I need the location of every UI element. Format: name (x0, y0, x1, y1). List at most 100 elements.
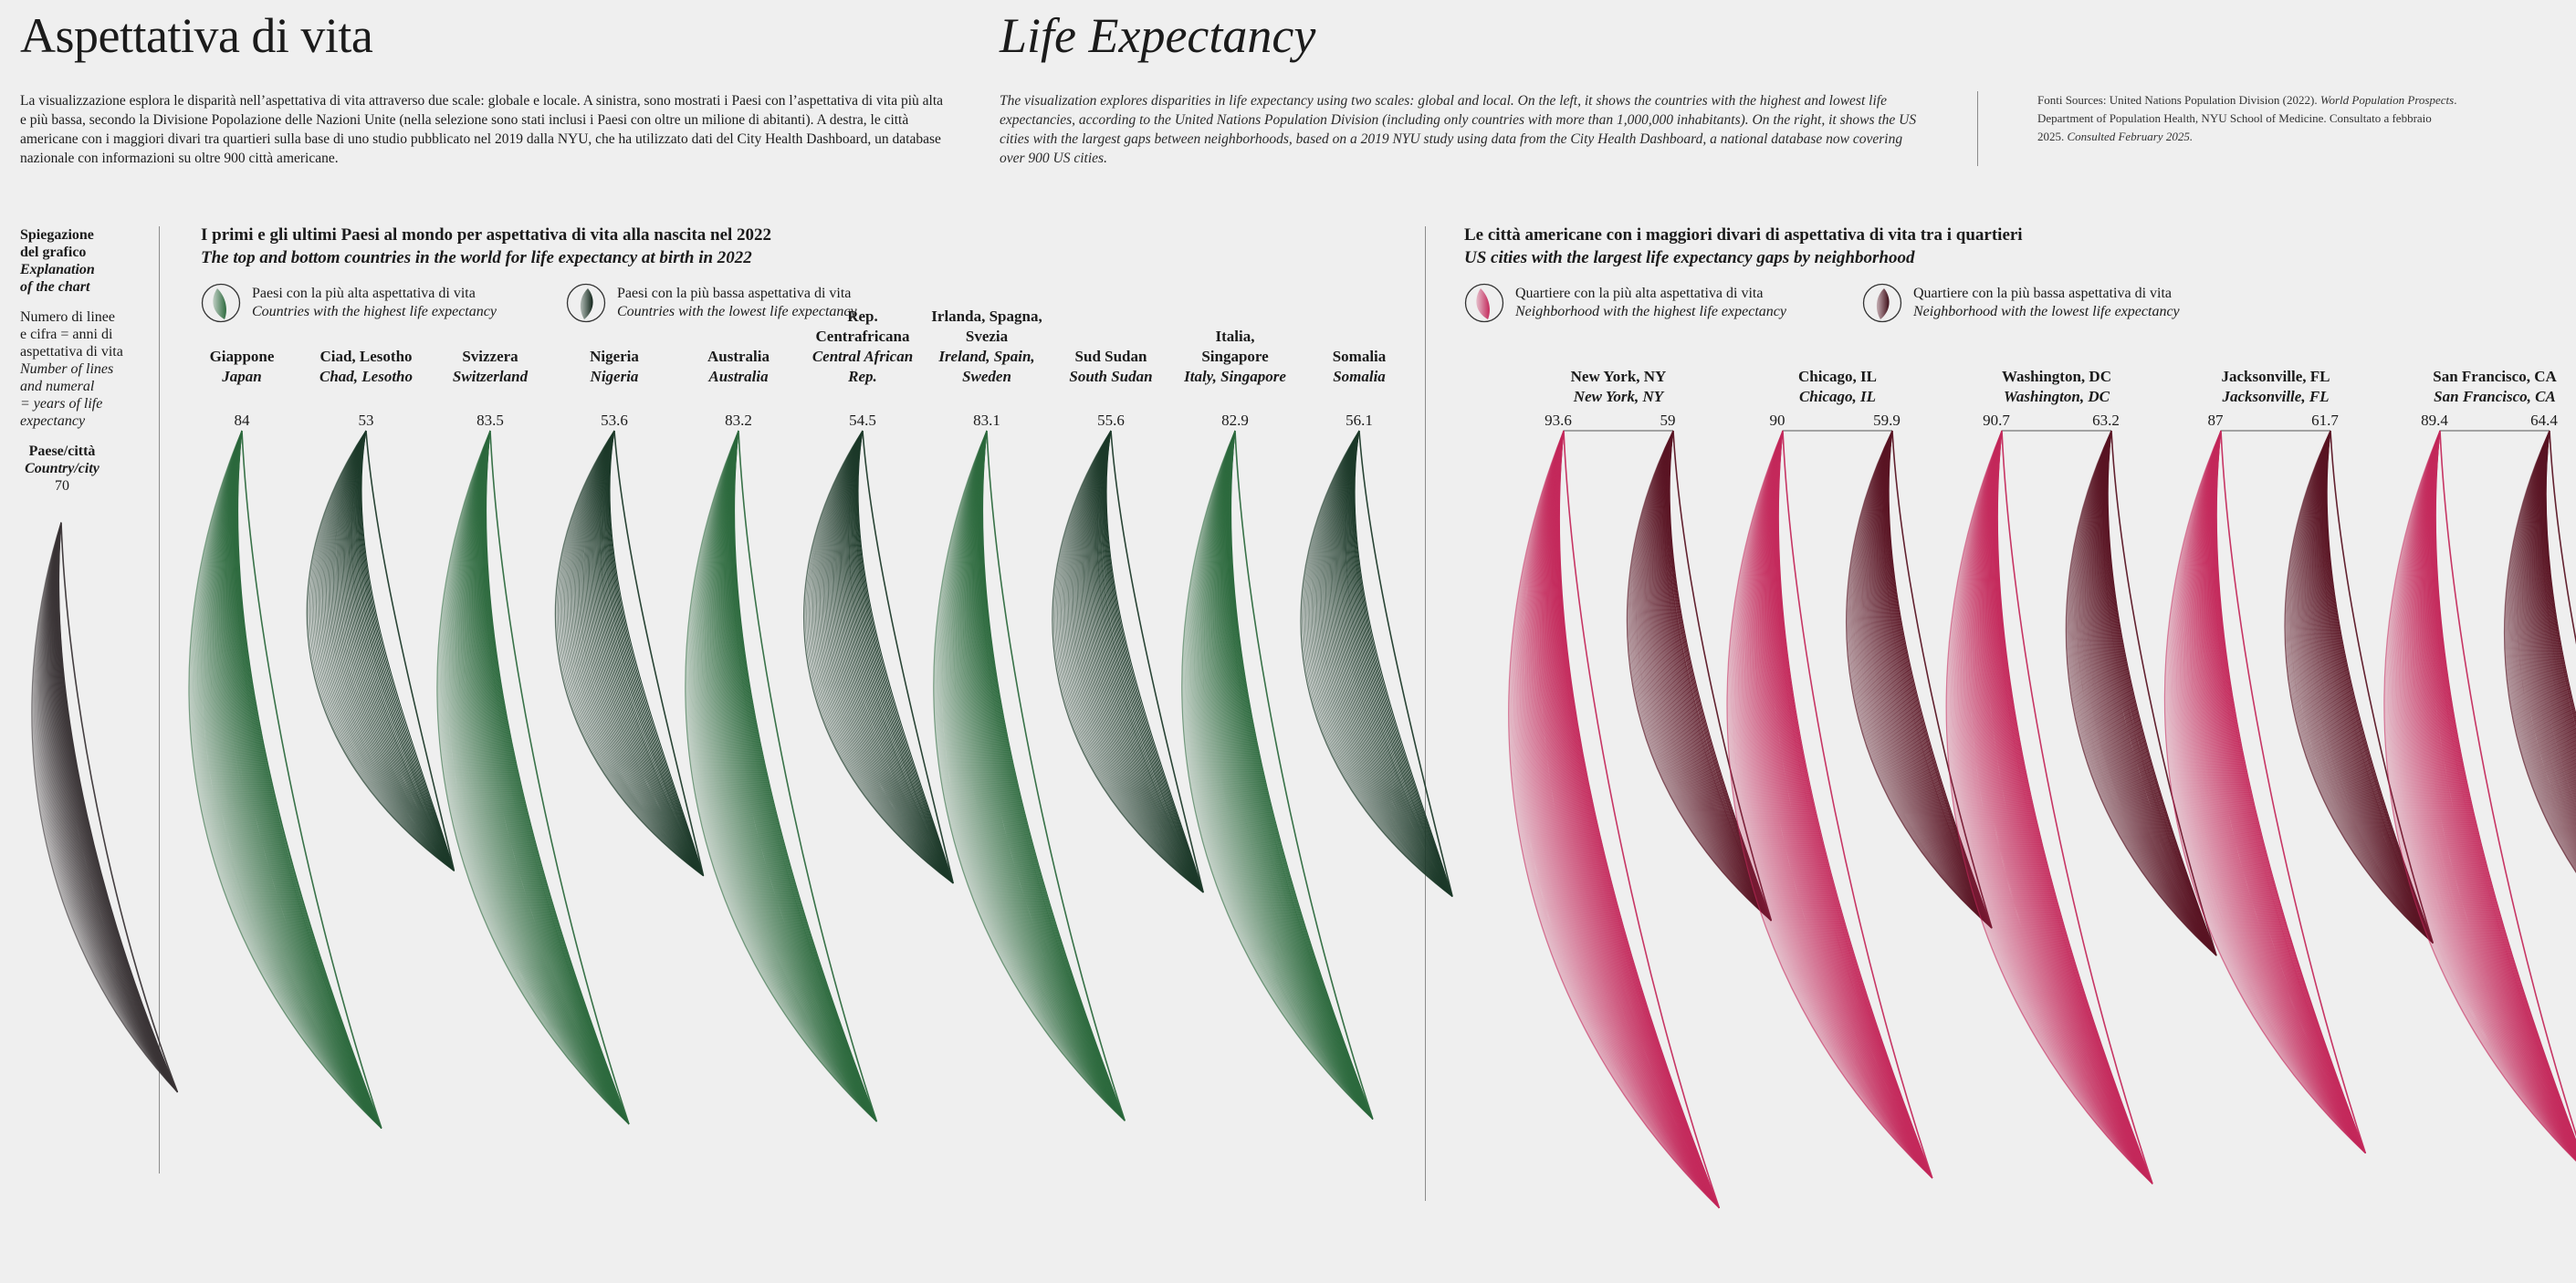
city-value-low: 64.4 (2530, 412, 2558, 429)
explanation-example-leaf (31, 522, 179, 1093)
legend-cities-low-it: Quartiere con la più bassa aspettativa d… (1913, 286, 2173, 301)
sources-divider (1977, 91, 1978, 166)
city-leaf-high-4 (2383, 430, 2576, 1162)
country-leaf-5 (802, 430, 954, 884)
sources-note: Fonti Sources: United Nations Population… (2037, 91, 2457, 146)
legend-countries-high: Paesi con la più alta aspettativa di vit… (201, 283, 497, 323)
country-label-it: Sud Sudan (1075, 348, 1147, 365)
country-label-en: Sweden (962, 368, 1011, 385)
country-leaf-6 (933, 430, 1126, 1121)
intro-text-en: The visualization explores disparities i… (1000, 93, 1917, 166)
country-label-en: Rep. (847, 368, 877, 385)
country-value-label: 56.1 (1346, 412, 1373, 429)
city-label-en: San Francisco, CA (2434, 388, 2556, 405)
country-label-en: Somalia (1333, 368, 1386, 385)
country-value-label: 84 (235, 412, 251, 429)
city-value-high: 90.7 (1983, 412, 2010, 429)
left-divider (159, 226, 160, 1173)
cities-section-title: Le città americane con i maggiori divari… (1464, 224, 2023, 269)
city-leaf-high-3 (2163, 430, 2367, 1154)
country-label-en: Italy, Singapore (1183, 368, 1286, 385)
city-value-low: 59.9 (1873, 412, 1901, 429)
city-value-high: 93.6 (1545, 412, 1572, 429)
country-leaf-2 (436, 430, 630, 1125)
country-label-en: Nigeria (590, 368, 639, 385)
city-value-low: 59 (1660, 412, 1676, 429)
country-leaf-0 (188, 430, 382, 1129)
country-label-it: Irlanda, Spagna, (931, 308, 1042, 325)
legend-cities-low: Quartiere con la più bassa aspettativa d… (1862, 283, 2180, 323)
explanation-country-en: Country/city (25, 461, 99, 476)
country-leaf-7 (1052, 430, 1204, 893)
sources-title: World Population Prospects (2319, 93, 2455, 107)
explanation-desc-en-2: and numeral (20, 379, 95, 394)
city-leaf-low-1 (1846, 430, 1993, 929)
explanation-desc-en-3: = years of life (20, 396, 103, 412)
legend-swatch-icon-cities-low (1862, 283, 1902, 323)
country-label-it: Somalia (1333, 348, 1387, 365)
sources-prefix: Fonti Sources: United Nations Population… (2037, 93, 2318, 107)
city-leaf-low-4 (2503, 430, 2576, 873)
city-label-en: Chicago, IL (1799, 388, 1876, 405)
countries-section-title: I primi e gli ultimi Paesi al mondo per … (201, 224, 771, 269)
country-value-label: 83.5 (476, 412, 504, 429)
city-leaf-low-2 (2065, 430, 2217, 956)
city-value-low: 61.7 (2311, 412, 2339, 429)
city-leaf-high-2 (1945, 430, 2153, 1184)
country-leaf-4 (685, 430, 878, 1122)
country-leaf-3 (554, 430, 705, 877)
city-leaf-high-0 (1508, 430, 1721, 1209)
country-label-it: Centrafricana (816, 328, 910, 345)
intro-text-it: La visualizzazione esplora le disparità … (20, 93, 944, 166)
explanation-desc-it-2: e cifra = anni di (20, 327, 113, 342)
city-label-it: San Francisco, CA (2433, 368, 2557, 385)
city-label-it: Chicago, IL (1798, 368, 1877, 385)
country-label-it: Ciad, Lesotho (319, 348, 412, 365)
explanation-desc-it-3: aspettativa di vita (20, 344, 123, 360)
legend-countries-low: Paesi con la più bassa aspettativa di vi… (566, 283, 857, 323)
city-label-en: Washington, DC (2004, 388, 2110, 405)
explanation-desc-en-1: Number of lines (20, 361, 114, 377)
country-label-en: Chad, Lesotho (319, 368, 413, 385)
country-value-label: 55.6 (1097, 412, 1125, 429)
middle-divider (1425, 226, 1426, 1201)
legend-swatch-icon-countries-high (201, 283, 241, 323)
legend-cities-high-en: Neighborhood with the highest life expec… (1515, 304, 1786, 319)
legend-cities-high-it: Quartiere con la più alta aspettativa di… (1515, 286, 1764, 301)
explanation-title-it-1: Spiegazione (20, 227, 94, 243)
country-label-en: Ireland, Spain, (937, 348, 1034, 365)
explanation-title-en-2: of the chart (20, 279, 90, 295)
city-value-low: 63.2 (2092, 412, 2120, 429)
legend-countries-high-en: Countries with the highest life expectan… (252, 304, 497, 319)
country-label-it: Australia (707, 348, 770, 365)
page-title-en: Life Expectancy (1000, 8, 1316, 63)
chart-explanation: Spiegazione del grafico Explanation of t… (20, 226, 141, 507)
explanation-title-en-1: Explanation (20, 262, 95, 277)
sources-consulted-en: Consulted February 2025. (2067, 130, 2194, 143)
city-label-en: Jacksonville, FL (2221, 388, 2329, 405)
city-label-en: New York, NY (1573, 388, 1665, 405)
country-value-label: 53 (359, 412, 374, 429)
country-label-en: South Sudan (1069, 368, 1152, 385)
country-label-en: Australia (707, 368, 769, 385)
legend-swatch-icon-cities-high (1464, 283, 1504, 323)
countries-title-it: I primi e gli ultimi Paesi al mondo per … (201, 225, 772, 245)
city-leaf-high-1 (1726, 430, 1933, 1179)
country-label-it: Giappone (210, 348, 275, 365)
legend-countries-low-it: Paesi con la più bassa aspettativa di vi… (617, 286, 852, 301)
city-label-it: Washington, DC (2002, 368, 2111, 385)
city-label-it: New York, NY (1571, 368, 1667, 385)
country-value-label: 83.2 (725, 412, 752, 429)
city-value-high: 87 (2208, 412, 2225, 429)
explanation-country-it: Paese/città (28, 443, 96, 459)
country-label-it: Italia, (1216, 328, 1255, 345)
country-leaf-9 (1300, 430, 1453, 897)
country-value-label: 83.1 (973, 412, 1000, 429)
city-label-it: Jacksonville, FL (2221, 368, 2330, 385)
explanation-title-it-2: del grafico (20, 245, 87, 260)
explanation-example-value: 70 (55, 478, 69, 494)
country-label-it: Svizzera (462, 348, 518, 365)
explanation-desc-en-4: expectancy (20, 413, 86, 429)
legend-cities-low-en: Neighborhood with the lowest life expect… (1913, 304, 2180, 319)
